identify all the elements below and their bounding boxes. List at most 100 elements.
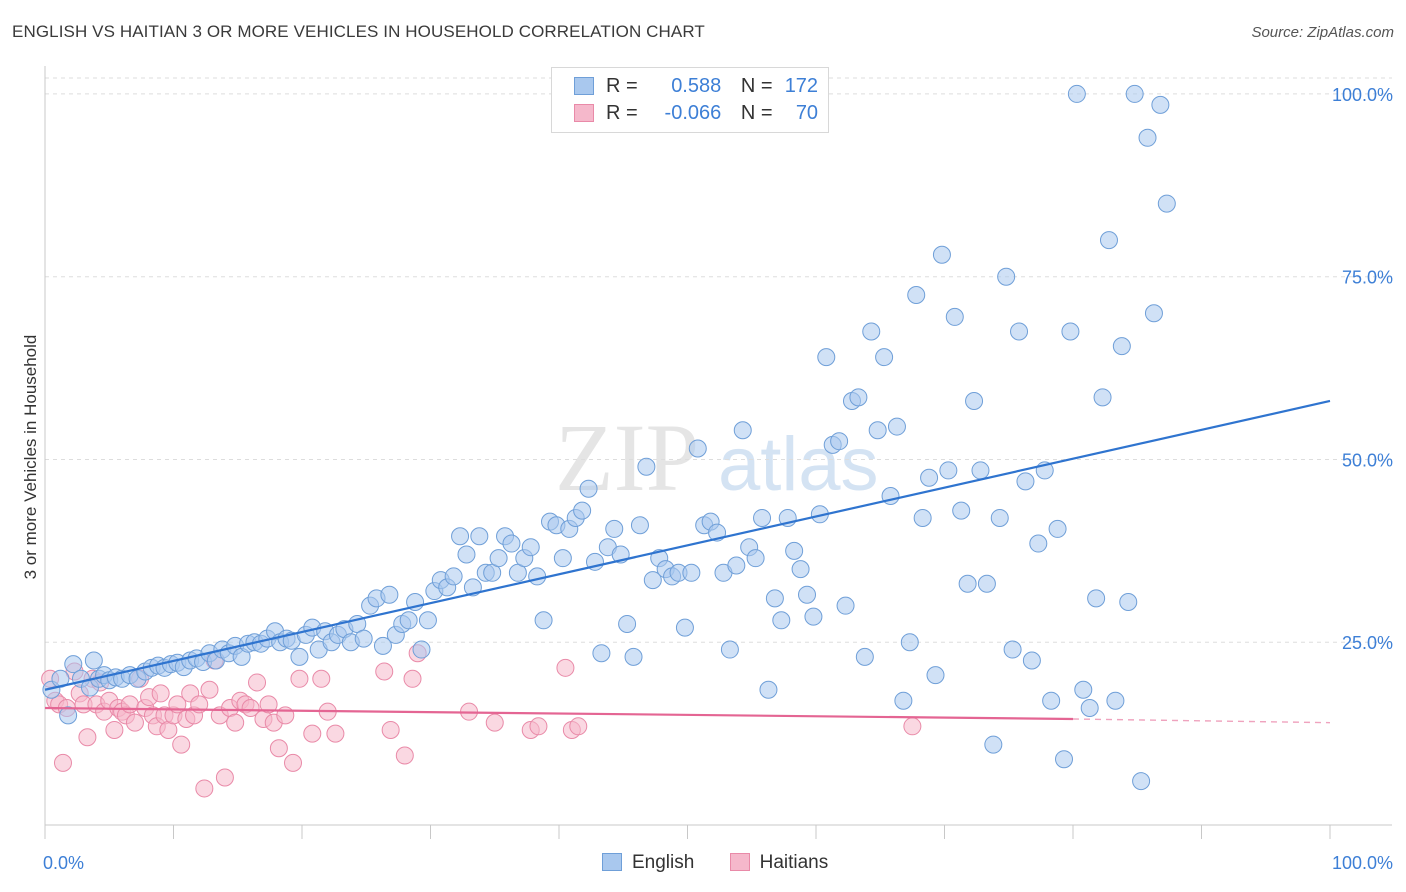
english-point <box>688 439 707 458</box>
english-point <box>354 629 373 648</box>
legend-r-label: R = <box>606 102 638 124</box>
haitian-point <box>290 669 309 688</box>
english-point <box>984 735 1003 754</box>
source-credit: Source: ZipAtlas.com <box>1251 24 1394 41</box>
correlation-legend: R = 0.588 N = 172 R = -0.066 N = 70 <box>551 67 829 133</box>
haitian-n-value: 70 <box>795 102 819 124</box>
english-point <box>84 651 103 670</box>
english-point <box>958 574 977 593</box>
english-point <box>913 508 932 527</box>
english-point <box>772 611 791 630</box>
english-point <box>373 636 392 655</box>
english-point <box>1125 84 1144 103</box>
english-point <box>1010 322 1029 341</box>
y-tick-label: 100.0% <box>1332 85 1393 105</box>
english-point <box>451 527 470 546</box>
y-tick-label: 50.0% <box>1342 450 1393 470</box>
english-point <box>579 479 598 498</box>
english-n-value: 172 <box>784 75 819 97</box>
english-point <box>939 461 958 480</box>
haitian-point <box>381 720 400 739</box>
haitian-point <box>903 717 922 736</box>
series-legend: English Haitians <box>602 852 858 874</box>
english-legend-label: English <box>632 852 695 873</box>
english-point <box>1093 388 1112 407</box>
english-point <box>753 508 772 527</box>
english-point <box>727 556 746 575</box>
english-point <box>553 549 572 568</box>
haitian-point <box>105 720 124 739</box>
english-point <box>894 691 913 710</box>
haitian-point <box>326 724 345 743</box>
english-point <box>592 644 611 663</box>
legend-item-english[interactable]: English <box>602 852 694 874</box>
haitian-point <box>284 753 303 772</box>
x-tick-label: 100.0% <box>1332 853 1393 873</box>
haitian-point <box>215 768 234 787</box>
english-point <box>489 549 508 568</box>
legend-n-label: N = <box>740 75 773 97</box>
english-point <box>418 611 437 630</box>
english-point <box>830 432 849 451</box>
haitian-point <box>172 735 191 754</box>
legend-r-label: R = <box>606 75 638 97</box>
english-point <box>1029 534 1048 553</box>
haitian-point <box>53 753 72 772</box>
english-point <box>380 585 399 604</box>
english-point <box>785 541 804 560</box>
haitian-trend-extension <box>1072 718 1331 724</box>
english-point <box>1061 322 1080 341</box>
haitian-legend-label: Haitians <box>759 852 829 873</box>
english-point <box>1016 472 1035 491</box>
haitian-point <box>78 728 97 747</box>
english-point <box>1074 680 1093 699</box>
english-point <box>534 611 553 630</box>
english-point <box>804 607 823 626</box>
english-point <box>1099 231 1118 250</box>
english-point <box>573 501 592 520</box>
english-point <box>1119 593 1138 612</box>
haitian-legend-swatch <box>729 853 750 871</box>
english-point <box>682 563 701 582</box>
english-point <box>1106 691 1125 710</box>
english-point <box>746 549 765 568</box>
legend-row-english: R = 0.588 N = 172 <box>574 75 818 101</box>
english-point <box>528 567 547 586</box>
english-point <box>1112 337 1131 356</box>
haitian-point <box>403 669 422 688</box>
english-point <box>643 571 662 590</box>
english-point <box>798 585 817 604</box>
english-point <box>399 611 418 630</box>
english-point <box>868 421 887 440</box>
axes <box>44 66 1392 839</box>
english-points <box>42 84 1176 791</box>
trend-lines <box>44 399 1331 724</box>
english-legend-swatch <box>602 853 622 871</box>
legend-item-haitians[interactable]: Haitians <box>729 852 829 874</box>
english-point <box>1080 699 1099 718</box>
english-point <box>470 527 489 546</box>
english-point <box>630 516 649 535</box>
english-point <box>926 666 945 685</box>
haitian-point <box>151 684 170 703</box>
english-point <box>836 596 855 615</box>
haitian-trend-line <box>44 706 1074 721</box>
haitian-point <box>312 669 331 688</box>
english-point <box>1157 194 1176 213</box>
watermark: ZIP atlas <box>555 404 879 511</box>
english-point <box>932 245 951 264</box>
haitian-point <box>395 746 414 765</box>
english-point <box>977 574 996 593</box>
english-point <box>64 655 83 674</box>
english-point <box>1067 84 1086 103</box>
haitian-point <box>269 739 288 758</box>
english-point <box>1087 589 1106 608</box>
haitian-point <box>120 695 139 714</box>
english-point <box>817 348 836 367</box>
axis-labels: 25.0% 50.0% 75.0% 100.0% 0.0% 100.0% 3 or more… <box>21 85 1393 873</box>
english-point <box>945 307 964 326</box>
legend-row-haitian: R = -0.066 N = 70 <box>574 102 818 128</box>
english-point <box>791 560 810 579</box>
english-point <box>605 519 624 538</box>
english-point <box>997 267 1016 286</box>
